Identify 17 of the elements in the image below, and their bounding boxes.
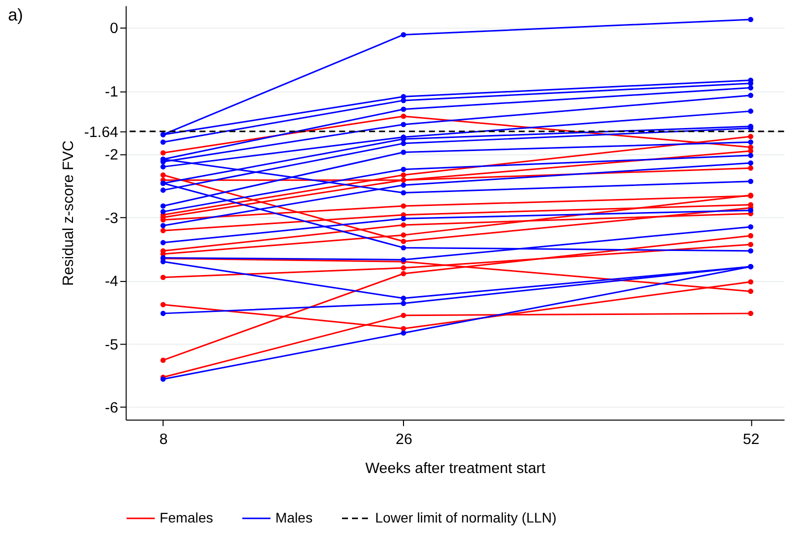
y-tick-label: -1 <box>104 83 118 100</box>
y-tick-label: -6 <box>104 399 118 416</box>
x-tick-label: 8 <box>159 431 168 448</box>
y-tick-label: -1.64 <box>84 124 118 141</box>
text: a) <box>8 6 24 25</box>
y-axis-title: Residual z-score FVC <box>60 140 78 286</box>
legend-label: Lower limit of normality (LLN) <box>375 509 557 526</box>
x-tick-label: 26 <box>396 431 412 448</box>
legend-label: Females <box>160 509 214 526</box>
x-tick-label: 52 <box>742 431 760 448</box>
y-tick-label: -4 <box>104 273 118 290</box>
x-axis-title: Weeks after treatment start <box>365 460 546 477</box>
y-tick-label: -2 <box>104 146 118 164</box>
y-tick-label: -3 <box>104 210 118 227</box>
y-tick-label: -5 <box>104 336 118 354</box>
legend-label: Males <box>275 509 313 526</box>
y-tick-label: 0 <box>110 20 118 38</box>
